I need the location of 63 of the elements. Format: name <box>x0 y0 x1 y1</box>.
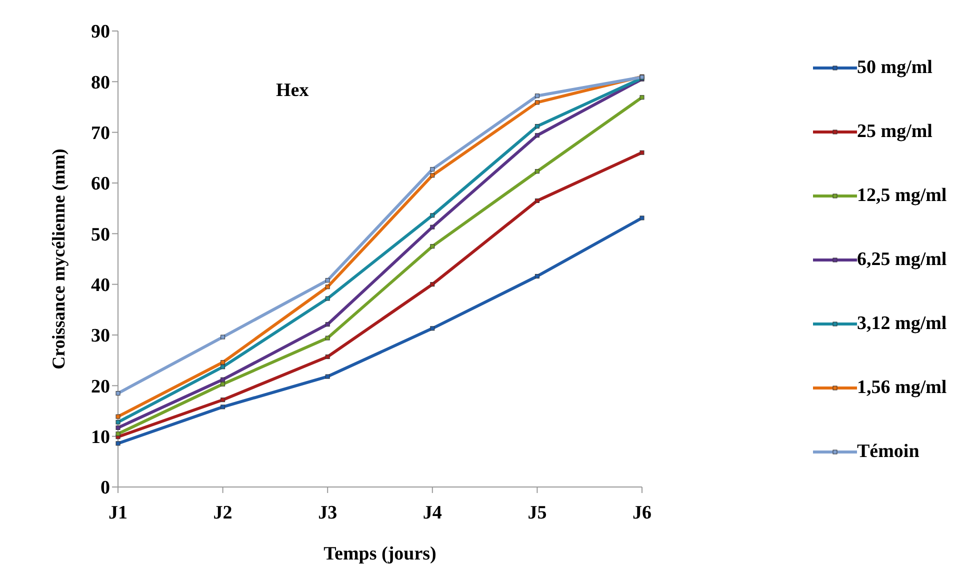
point <box>116 420 120 424</box>
point <box>534 198 540 203</box>
x-tick-label: J4 <box>422 502 442 524</box>
y-tick-label: 80 <box>91 72 110 94</box>
point <box>534 169 540 174</box>
point <box>430 167 435 172</box>
point <box>116 432 120 436</box>
y-axis-title: Croissance mycélienne (mm) <box>48 148 68 370</box>
point <box>220 360 226 365</box>
y-tick-label: 10 <box>91 427 110 448</box>
point <box>220 364 226 370</box>
point <box>534 100 540 105</box>
point <box>325 322 330 327</box>
x-tick-label: J1 <box>108 502 128 524</box>
point <box>220 377 226 382</box>
point <box>325 374 330 379</box>
text: Hex <box>276 80 309 102</box>
x-tick-label: J3 <box>318 502 338 524</box>
point <box>430 244 435 249</box>
point <box>116 441 120 446</box>
y-tick-label: 40 <box>91 275 110 296</box>
point <box>534 124 540 129</box>
legend-label: 1,56 mg/ml <box>857 376 947 398</box>
legend-label: Témoin <box>857 440 920 462</box>
point <box>430 326 435 331</box>
legend-label: 25 mg/ml <box>857 120 932 142</box>
point <box>430 224 435 230</box>
point <box>640 150 644 155</box>
point <box>116 414 120 419</box>
legend-label: 12,5 mg/ml <box>857 184 947 206</box>
x-tick-label: J5 <box>528 502 547 524</box>
point <box>640 95 644 100</box>
point <box>325 296 330 301</box>
y-tick-label: 20 <box>91 376 110 398</box>
y-tick-label: 50 <box>91 224 110 246</box>
point <box>325 284 330 290</box>
y-tick-label: 30 <box>91 326 110 347</box>
point <box>220 398 226 402</box>
legend-label: 3,12 mg/ml <box>857 312 947 334</box>
point <box>116 425 120 430</box>
point <box>534 274 540 278</box>
y-tick-label: 60 <box>91 174 110 195</box>
y-tick-label: 90 <box>91 22 110 43</box>
legend-label: 50 mg/ml <box>857 56 932 78</box>
point <box>534 94 540 98</box>
point <box>220 334 226 340</box>
point <box>220 404 226 410</box>
point <box>430 173 435 178</box>
point <box>116 391 120 396</box>
y-tick-label: 70 <box>91 123 110 144</box>
point <box>325 278 330 283</box>
x-tick-label: J6 <box>632 502 652 524</box>
point <box>640 216 644 220</box>
point <box>325 336 330 340</box>
x-tick-label: J2 <box>213 502 232 524</box>
point <box>430 213 435 218</box>
legend-label: 6,25 mg/ml <box>857 248 947 270</box>
x-axis-title: Temps (jours) <box>324 543 436 564</box>
point <box>325 354 330 360</box>
point <box>220 382 226 386</box>
y-tick-label: 0 <box>100 478 110 499</box>
point <box>534 133 540 138</box>
point <box>430 282 435 287</box>
